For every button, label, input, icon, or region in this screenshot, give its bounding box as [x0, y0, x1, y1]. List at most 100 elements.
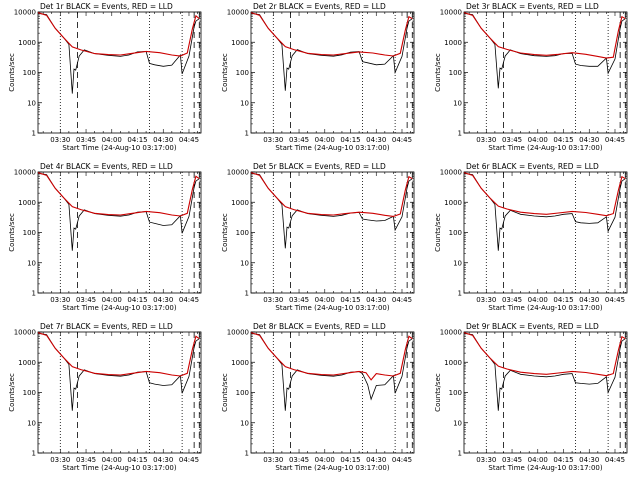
x-tick-label: 04:30: [579, 296, 599, 304]
lld-series-line: [38, 332, 200, 377]
y-tick-label: 10000: [14, 329, 36, 337]
y-axis-label: Counts/sec: [8, 373, 16, 412]
panel-8: Det 8r BLACK = Events, RED = LLD 1 10 100 10…: [221, 322, 415, 472]
plot-frame: [250, 171, 415, 294]
x-tick-label: 03:30: [263, 136, 283, 144]
x-tick-label: 04:45: [179, 136, 199, 144]
panel-title: Det 5r BLACK = Events, RED = LLD: [253, 162, 386, 171]
y-tick-label: 100: [236, 389, 249, 397]
lld-series-line: [464, 12, 626, 59]
plot-frame: [463, 11, 628, 134]
y-tick-label: 1000: [231, 359, 249, 367]
x-tick-label: 04:00: [315, 296, 335, 304]
plot-frame: [250, 331, 415, 454]
events-series-line: [251, 333, 413, 411]
x-tick-label: 04:00: [315, 456, 335, 464]
y-tick-label: 10000: [227, 169, 249, 177]
y-tick-label: 10: [27, 419, 36, 427]
y-tick-label: 1: [458, 290, 462, 298]
panel-title: Det 6r BLACK = Events, RED = LLD: [466, 162, 599, 171]
y-tick-label: 10: [27, 99, 36, 107]
y-axis-label: Counts/sec: [221, 213, 229, 252]
y-tick-label: 10000: [14, 169, 36, 177]
panel-7: Det 7r BLACK = Events, RED = LLD 1 10 100 10…: [8, 322, 202, 472]
x-tick-label: 04:45: [392, 456, 412, 464]
y-tick-label: 10: [240, 99, 249, 107]
events-series-line: [38, 173, 200, 251]
x-tick-label: 04:15: [553, 296, 573, 304]
x-tick-label: 04:15: [127, 136, 147, 144]
x-tick-label: 04:30: [579, 456, 599, 464]
x-tick-label: 04:45: [179, 456, 199, 464]
x-tick-label: 04:00: [528, 136, 548, 144]
x-tick-label: 04:15: [127, 456, 147, 464]
y-tick-label: 10: [453, 419, 462, 427]
x-tick-label: 03:45: [76, 456, 96, 464]
y-tick-label: 1000: [18, 39, 36, 47]
y-tick-label: 100: [449, 229, 462, 237]
y-tick-label: 10000: [440, 169, 462, 177]
x-tick-label: 04:00: [102, 136, 122, 144]
plot-frame: [463, 171, 628, 294]
y-axis-label: Counts/sec: [434, 373, 442, 412]
y-tick-label: 1: [245, 450, 249, 458]
x-tick-label: 03:45: [289, 136, 309, 144]
y-axis-label: Counts/sec: [434, 53, 442, 92]
plot-frame: [37, 11, 202, 134]
y-tick-label: 1000: [18, 359, 36, 367]
x-tick-label: 04:00: [102, 456, 122, 464]
x-tick-label: 04:30: [366, 136, 386, 144]
y-tick-label: 1000: [444, 199, 462, 207]
x-axis-label: Start Time (24-Aug-10 03:17:00): [62, 144, 176, 152]
panel-9: Det 9r BLACK = Events, RED = LLD 1 10 100 10…: [434, 322, 628, 472]
x-axis-label: Start Time (24-Aug-10 03:17:00): [275, 464, 389, 472]
y-tick-label: 1000: [231, 39, 249, 47]
x-tick-label: 04:15: [340, 136, 360, 144]
lld-series-line: [464, 172, 626, 217]
y-axis-label: Counts/sec: [221, 53, 229, 92]
y-tick-label: 100: [23, 389, 36, 397]
x-tick-label: 04:00: [528, 296, 548, 304]
x-tick-label: 03:30: [476, 296, 496, 304]
panel-1: Det 1r BLACK = Events, RED = LLD 1 10 100 10…: [8, 2, 202, 152]
plot-frame: [37, 171, 202, 294]
x-tick-label: 03:30: [263, 456, 283, 464]
x-tick-label: 03:30: [476, 136, 496, 144]
x-tick-label: 04:00: [528, 456, 548, 464]
x-tick-label: 03:45: [76, 136, 96, 144]
x-tick-label: 03:30: [50, 136, 70, 144]
x-axis-label: Start Time (24-Aug-10 03:17:00): [275, 304, 389, 312]
x-tick-label: 03:30: [50, 456, 70, 464]
lld-series-line: [38, 172, 200, 217]
y-tick-label: 100: [23, 229, 36, 237]
x-axis-label: Start Time (24-Aug-10 03:17:00): [275, 144, 389, 152]
y-tick-label: 100: [449, 389, 462, 397]
x-tick-label: 03:45: [502, 136, 522, 144]
panel-2: Det 2r BLACK = Events, RED = LLD 1 10 100 10…: [221, 2, 415, 152]
y-tick-label: 1: [32, 450, 36, 458]
x-axis-label: Start Time (24-Aug-10 03:17:00): [488, 144, 602, 152]
lld-series-line: [251, 12, 413, 57]
y-tick-label: 10: [453, 259, 462, 267]
y-tick-label: 100: [23, 69, 36, 77]
events-series-line: [38, 333, 200, 411]
events-series-line: [38, 13, 200, 94]
y-tick-label: 10000: [440, 9, 462, 17]
y-tick-label: 1: [32, 290, 36, 298]
y-tick-label: 10000: [227, 329, 249, 337]
x-tick-label: 04:00: [102, 296, 122, 304]
x-tick-label: 04:15: [340, 296, 360, 304]
panel-title: Det 8r BLACK = Events, RED = LLD: [253, 322, 386, 331]
y-tick-label: 1: [245, 130, 249, 138]
events-series-line: [464, 173, 626, 251]
panel-title: Det 1r BLACK = Events, RED = LLD: [40, 2, 173, 11]
x-tick-label: 03:45: [76, 296, 96, 304]
y-tick-label: 10: [240, 259, 249, 267]
x-tick-label: 04:15: [553, 456, 573, 464]
y-axis-label: Counts/sec: [8, 53, 16, 92]
panel-title: Det 3r BLACK = Events, RED = LLD: [466, 2, 599, 11]
x-tick-label: 03:45: [502, 296, 522, 304]
y-tick-label: 1000: [18, 199, 36, 207]
